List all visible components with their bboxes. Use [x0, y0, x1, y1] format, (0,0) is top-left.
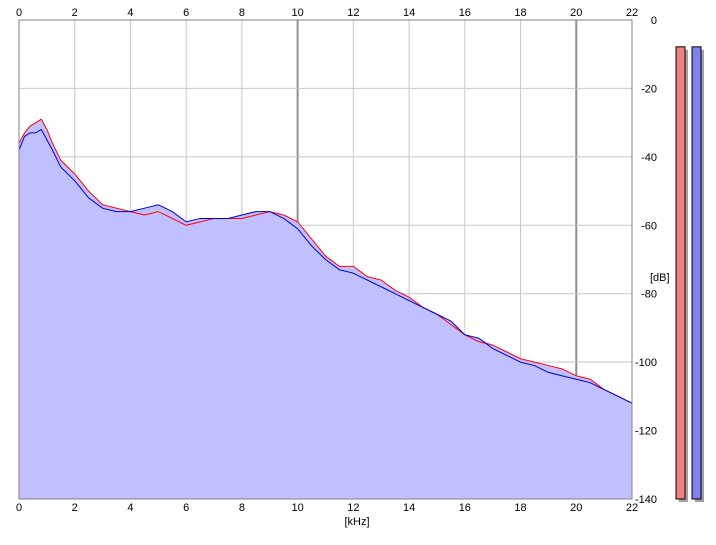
x-tick-label-bottom: 0 — [16, 502, 22, 514]
level-meter-bar — [675, 46, 686, 500]
x-tick-label-top: 14 — [403, 7, 415, 19]
x-tick-label-bottom: 20 — [570, 502, 582, 514]
x-tick-label-bottom: 8 — [239, 502, 245, 514]
x-tick-label-top: 22 — [626, 7, 638, 19]
x-tick-label-bottom: 14 — [403, 502, 415, 514]
x-tick-label-top: 16 — [459, 7, 471, 19]
x-tick-label-bottom: 16 — [459, 502, 471, 514]
x-tick-label-bottom: 18 — [514, 502, 526, 514]
y-tick-label: -40 — [641, 152, 657, 164]
y-tick-label: -120 — [635, 426, 657, 438]
y-tick-label: -80 — [641, 289, 657, 301]
x-tick-label-top: 8 — [239, 7, 245, 19]
y-tick-label: 0 — [651, 15, 657, 27]
series-line-right-channel — [18, 128, 633, 404]
x-tick-label-bottom: 12 — [347, 502, 359, 514]
y-tick-label: -60 — [641, 220, 657, 232]
x-tick-label-top: 18 — [514, 7, 526, 19]
x-tick-label-top: 20 — [570, 7, 582, 19]
x-axis-top: 0 2 4 6 8 10 12 14 16 18 20 22 — [16, 7, 638, 19]
x-tick-label-bottom: 22 — [626, 502, 638, 514]
y-tick-label: -140 — [635, 494, 657, 506]
series-line-left-channel — [18, 118, 633, 404]
x-tick-label-top: 4 — [127, 7, 133, 19]
y-tick-label: -20 — [641, 83, 657, 95]
plot-frame — [18, 19, 633, 500]
x-tick-label-bottom: 6 — [183, 502, 189, 514]
y-tick-label: -100 — [635, 357, 657, 369]
x-tick-label-top: 6 — [183, 7, 189, 19]
x-axis-bottom: 0 2 4 6 8 10 12 14 16 18 20 22 — [16, 502, 638, 514]
x-tick-label-top: 12 — [347, 7, 359, 19]
x-tick-label-top: 10 — [292, 7, 304, 19]
level-meters — [675, 46, 704, 502]
x-tick-label-top: 2 — [72, 7, 78, 19]
y-axis-right: 0 -20 -40 -60 -80 -100 -120 -140 — [635, 15, 657, 506]
x-tick-label-bottom: 4 — [127, 502, 133, 514]
spectrum-fill-area — [19, 119, 632, 499]
y-axis-label: [dB] — [650, 272, 670, 284]
x-tick-label-top: 0 — [16, 7, 22, 19]
x-axis-label: [kHz] — [344, 516, 369, 528]
level-meter-bar — [691, 46, 702, 500]
x-tick-label-bottom: 2 — [72, 502, 78, 514]
x-tick-label-bottom: 10 — [292, 502, 304, 514]
